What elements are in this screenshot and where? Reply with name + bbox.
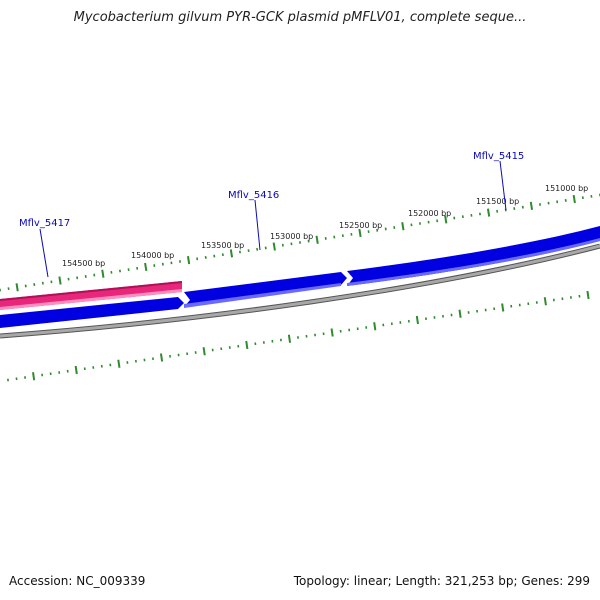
gene-label-leader [39, 228, 49, 278]
major-tick [415, 315, 419, 325]
major-tick [272, 242, 276, 251]
major-tick [358, 228, 362, 238]
accession-label: Accession: NC_009339 [9, 574, 146, 588]
topology-summary: Topology: linear; Length: 321,253 bp; Ge… [293, 574, 590, 588]
major-tick [315, 235, 319, 244]
scale-label: 154500 bp [62, 259, 105, 268]
scale-label: 151500 bp [476, 197, 519, 206]
gene-label-leader [254, 199, 261, 251]
major-tick [58, 276, 62, 285]
inner-scale-ticks [7, 290, 590, 382]
gene-label-mflv-5417[interactable]: Mflv_5417 [19, 218, 70, 229]
major-tick [101, 269, 105, 278]
major-tick [202, 347, 206, 356]
major-tick [117, 359, 121, 368]
scale-label: 152500 bp [339, 221, 382, 230]
scale-label: 152000 bp [408, 209, 451, 218]
gene-label-mflv-5415[interactable]: Mflv_5415 [473, 151, 524, 162]
scale-label: 153500 bp [201, 241, 244, 250]
gene-labels: Mflv_5417 Mflv_5416 Mflv_5415 [19, 151, 524, 278]
major-tick [245, 340, 249, 350]
gene-mflv-5416[interactable] [0, 272, 347, 328]
gene-label-mflv-5416[interactable]: Mflv_5416 [228, 190, 279, 201]
scale-label: 153000 bp [270, 232, 313, 241]
scale-label: 151000 bp [545, 184, 588, 193]
major-tick [529, 201, 534, 210]
major-tick [501, 303, 505, 312]
major-tick [444, 215, 448, 224]
major-tick [572, 194, 576, 204]
major-tick [287, 334, 292, 343]
major-tick [74, 365, 78, 375]
gene-mflv-5417[interactable] [0, 281, 182, 310]
outer-scale-ticks [0, 193, 600, 292]
major-tick [401, 222, 405, 231]
major-tick [330, 328, 334, 337]
backbone-line [0, 244, 600, 338]
scale-label: 154000 bp [131, 251, 174, 260]
major-tick [543, 297, 547, 306]
major-tick [186, 256, 191, 265]
major-tick [586, 290, 590, 300]
major-tick [15, 283, 19, 292]
gene-mflv-5415[interactable] [347, 226, 600, 286]
map-title: Mycobacterium gilvum PYR-GCK plasmid pMF… [73, 10, 527, 25]
major-tick [32, 372, 36, 381]
major-tick [144, 262, 148, 272]
gene-label-leader [499, 160, 507, 211]
major-tick [486, 208, 491, 217]
major-tick [229, 249, 234, 258]
scale-labels: 154500 bp 154000 bp 153500 bp 153000 bp 1525… [62, 184, 588, 268]
major-tick [159, 353, 164, 362]
major-tick [373, 322, 377, 331]
major-tick [458, 309, 462, 318]
